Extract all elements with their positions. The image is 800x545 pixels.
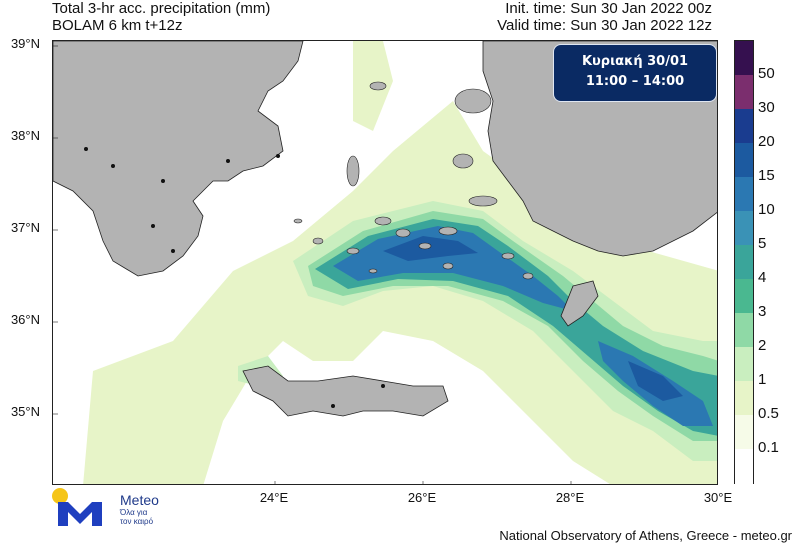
city-markers <box>84 147 385 408</box>
badge-day: Κυριακή 30/01 <box>581 54 689 69</box>
colorbar-segment <box>735 347 753 382</box>
lon-label-28: 28°E <box>555 490 585 505</box>
colorbar-segment <box>735 381 753 416</box>
colorbar-segment <box>735 415 753 450</box>
title-line-1: Total 3-hr acc. precipitation (mm) <box>52 0 271 17</box>
logo-tagline-1: Όλα για <box>120 508 148 517</box>
valid-time: Valid time: Sun 30 Jan 2022 12z <box>497 17 712 34</box>
colorbar-label: 4 <box>758 269 767 286</box>
colorbar-segment <box>735 211 753 246</box>
meteo-logo: Meteo Όλα για τον καιρό <box>50 488 170 534</box>
aegean-islands <box>346 81 498 236</box>
land-greece <box>53 41 304 277</box>
precip-light-area <box>83 101 717 484</box>
colorbar-segment <box>735 143 753 178</box>
precip-dark-core-east <box>628 361 683 401</box>
colorbar-segment <box>735 449 753 484</box>
axis-ticks <box>53 45 572 484</box>
colorbar-label: 2 <box>758 337 767 354</box>
logo-tagline-2: τον καιρό <box>120 517 154 526</box>
colorbar-label: 15 <box>758 167 775 184</box>
colorbar-segment <box>735 41 753 76</box>
map-canvas <box>53 41 717 484</box>
colorbar-label: 0.1 <box>758 439 779 456</box>
lat-label-35: 35°N <box>10 404 40 419</box>
colorbar-segment <box>735 109 753 144</box>
time-info: Init. time: Sun 30 Jan 2022 00z Valid ti… <box>497 0 712 34</box>
colorbar-label: 5 <box>758 235 767 252</box>
logo-tagline: Όλα για τον καιρό <box>120 508 153 526</box>
map-title: Total 3-hr acc. precipitation (mm) BOLAM… <box>52 0 270 34</box>
lon-label-26: 26°E <box>407 490 437 505</box>
precipitation-map <box>52 40 718 485</box>
meteo-logo-icon <box>52 488 102 526</box>
precip-colorbar <box>734 40 754 484</box>
lat-label-37: 37°N <box>10 220 40 235</box>
colorbar-segment <box>735 177 753 212</box>
title-line-2: BOLAM 6 km t+12z <box>52 17 183 34</box>
colorbar-label: 0.5 <box>758 405 779 422</box>
logo-name: Meteo <box>120 492 159 508</box>
colorbar-segment <box>735 279 753 314</box>
colorbar-label: 10 <box>758 201 775 218</box>
colorbar-segment <box>735 245 753 280</box>
badge-hours: 11:00 – 14:00 <box>585 74 685 89</box>
lat-label-38: 38°N <box>10 128 40 143</box>
land-rhodes <box>560 280 599 327</box>
colorbar-label: 3 <box>758 303 767 320</box>
footer-credit: National Observatory of Athens, Greece -… <box>499 528 792 543</box>
colorbar-segment <box>735 313 753 348</box>
lat-label-39: 39°N <box>10 36 40 51</box>
colorbar-label: 50 <box>758 65 775 82</box>
land-crete <box>242 365 449 417</box>
init-time: Init. time: Sun 30 Jan 2022 00z <box>505 0 712 17</box>
colorbar-segment <box>735 75 753 110</box>
colorbar-label: 1 <box>758 371 767 388</box>
precip-dark-core <box>383 236 478 261</box>
cyclades-islands <box>293 216 534 280</box>
lat-label-36: 36°N <box>10 312 40 327</box>
colorbar-label: 30 <box>758 99 775 116</box>
precip-teal-band <box>315 219 717 436</box>
lon-label-30: 30°E <box>703 490 733 505</box>
colorbar-label: 20 <box>758 133 775 150</box>
lon-label-24: 24°E <box>259 490 289 505</box>
time-window-badge: Κυριακή 30/01 11:00 – 14:00 <box>553 44 717 102</box>
